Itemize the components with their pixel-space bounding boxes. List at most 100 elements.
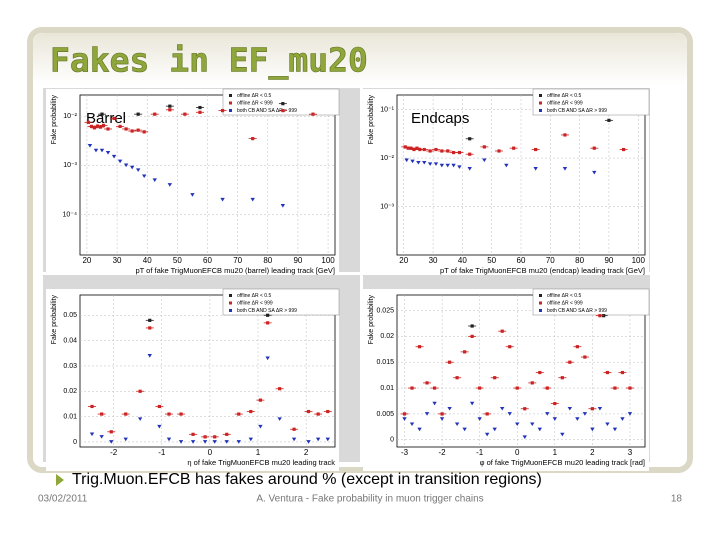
legend-swatch bbox=[229, 301, 232, 305]
data-point bbox=[522, 435, 527, 439]
data-point bbox=[560, 432, 565, 437]
data-point bbox=[277, 417, 282, 421]
data-point bbox=[98, 125, 103, 129]
plot-frame bbox=[79, 294, 336, 448]
legend-swatch bbox=[539, 109, 542, 112]
data-point bbox=[101, 123, 106, 127]
data-point bbox=[530, 422, 535, 427]
bullet-icon bbox=[56, 474, 64, 486]
data-point bbox=[168, 108, 172, 112]
data-point bbox=[620, 370, 625, 375]
y-tick-label: 10⁻² bbox=[380, 155, 394, 162]
data-point bbox=[278, 387, 282, 391]
data-point bbox=[515, 386, 519, 390]
panel-label: Barrel bbox=[86, 110, 126, 127]
data-point bbox=[326, 409, 330, 414]
data-point bbox=[315, 437, 321, 442]
data-point bbox=[468, 137, 472, 141]
y-tick-label: 0.01 bbox=[380, 385, 394, 392]
data-point bbox=[416, 160, 421, 165]
data-point bbox=[410, 386, 414, 390]
data-point bbox=[117, 159, 123, 164]
data-point bbox=[265, 356, 270, 361]
x-tick-label: -1 bbox=[476, 448, 484, 457]
x-tick-label: 40 bbox=[458, 256, 467, 265]
data-point bbox=[434, 147, 438, 152]
data-point bbox=[147, 354, 152, 358]
y-tick-label: 0 bbox=[73, 439, 77, 446]
data-point bbox=[477, 417, 482, 421]
data-point bbox=[292, 427, 296, 431]
data-point bbox=[148, 318, 152, 322]
data-point bbox=[607, 118, 611, 122]
data-point bbox=[106, 127, 110, 131]
y-tick-label: 0.05 bbox=[63, 312, 77, 319]
data-point bbox=[220, 197, 225, 202]
data-point bbox=[467, 167, 472, 171]
data-point bbox=[148, 326, 152, 330]
data-point bbox=[109, 440, 114, 444]
y-tick-label: 0.02 bbox=[380, 333, 394, 340]
legend-box bbox=[532, 88, 650, 116]
x-tick-label: 20 bbox=[82, 256, 91, 265]
data-point bbox=[512, 146, 516, 150]
x-tick-label: 70 bbox=[546, 256, 555, 265]
legend-label: offline ΔR < 0.5 bbox=[237, 93, 271, 99]
data-point bbox=[129, 165, 135, 170]
legend-label: both CB AND SA ΔR > 999 bbox=[237, 108, 297, 114]
legend-box bbox=[532, 288, 650, 316]
y-tick-label: 0.01 bbox=[63, 413, 77, 420]
x-tick-label: 30 bbox=[429, 256, 438, 265]
data-point bbox=[455, 376, 459, 380]
data-point bbox=[422, 160, 427, 165]
legend-label: offline ΔR < 999 bbox=[547, 100, 583, 106]
legend-label: offline ΔR < 999 bbox=[237, 100, 273, 106]
data-point bbox=[258, 398, 263, 402]
legend-swatch bbox=[539, 309, 542, 312]
legend-label: offline ΔR < 999 bbox=[547, 300, 583, 306]
data-point bbox=[168, 104, 172, 108]
x-tick-label: 50 bbox=[173, 256, 182, 265]
x-axis-label: φ of fake TrigMuonEFCB mu20 leading trac… bbox=[480, 458, 645, 467]
panel-label: Endcaps bbox=[411, 110, 469, 127]
data-point bbox=[179, 412, 183, 416]
data-point bbox=[468, 152, 472, 156]
data-point bbox=[90, 404, 94, 409]
data-point bbox=[87, 143, 93, 148]
data-point bbox=[605, 422, 610, 427]
data-point bbox=[470, 334, 474, 338]
x-tick-label: -2 bbox=[439, 448, 447, 457]
data-point bbox=[592, 170, 597, 175]
data-point bbox=[410, 159, 415, 164]
data-point bbox=[236, 440, 241, 444]
data-point bbox=[306, 409, 311, 414]
legend-swatch bbox=[539, 94, 542, 97]
legend-box bbox=[222, 288, 340, 316]
x-tick-label: 60 bbox=[517, 256, 526, 265]
data-point bbox=[112, 116, 116, 121]
data-point bbox=[568, 360, 572, 364]
data-point bbox=[142, 130, 146, 134]
y-tick-label: 0 bbox=[390, 437, 394, 444]
data-point bbox=[86, 120, 91, 124]
data-point bbox=[463, 350, 467, 354]
data-point bbox=[402, 412, 407, 416]
x-tick-label: 80 bbox=[263, 256, 272, 265]
data-point bbox=[523, 407, 527, 411]
data-point bbox=[124, 412, 128, 416]
data-point bbox=[100, 112, 104, 116]
data-point bbox=[412, 147, 416, 152]
data-point bbox=[433, 162, 439, 166]
legend-swatch bbox=[539, 294, 542, 297]
data-point bbox=[597, 406, 603, 411]
y-tick-label: 0.02 bbox=[63, 388, 77, 395]
data-point bbox=[507, 412, 512, 416]
data-point bbox=[613, 386, 617, 390]
data-point bbox=[311, 112, 315, 116]
data-point bbox=[448, 360, 452, 364]
data-point bbox=[152, 178, 157, 182]
data-point bbox=[280, 204, 286, 208]
